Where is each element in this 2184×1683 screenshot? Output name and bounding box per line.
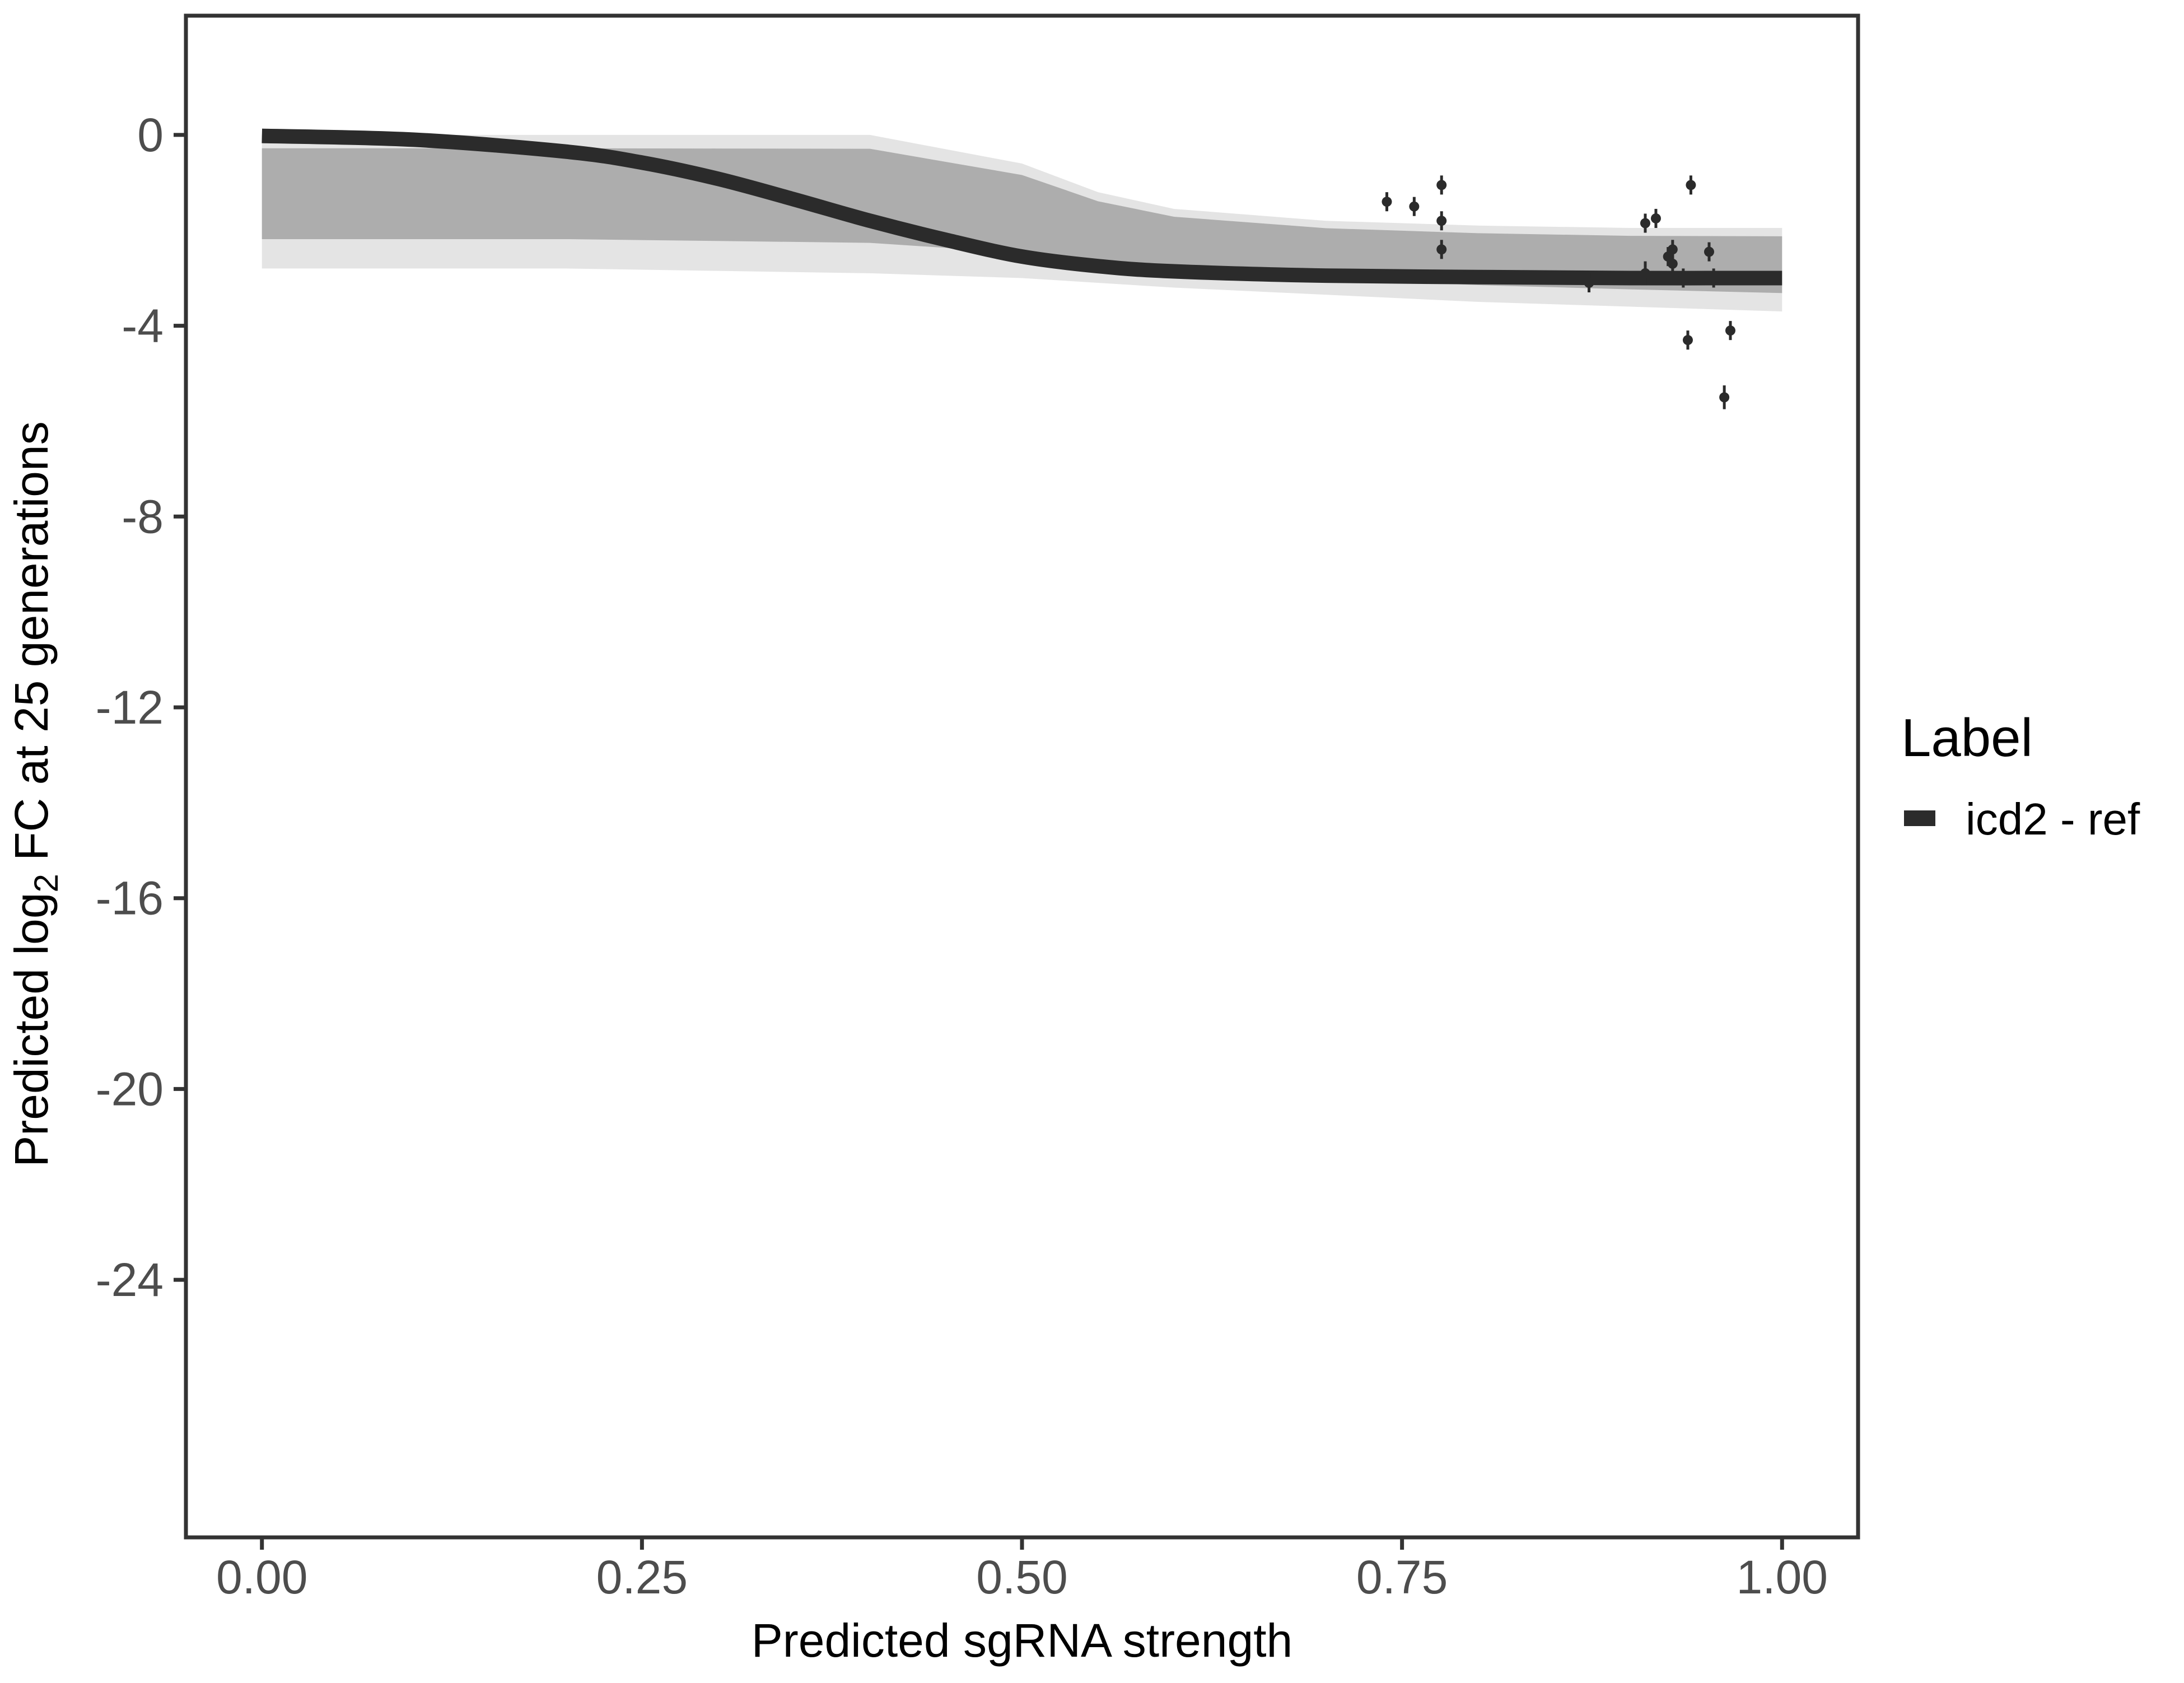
legend-label-icd2-ref: icd2 - ref xyxy=(1966,794,2140,844)
x-tick-label: 0.00 xyxy=(216,1551,308,1603)
point-marker xyxy=(1584,277,1594,288)
point-marker xyxy=(1678,273,1688,283)
point-marker xyxy=(1667,244,1678,255)
data-point xyxy=(1436,175,1447,195)
fit-line-icd2-ref xyxy=(262,128,1782,286)
data-point xyxy=(1436,240,1447,259)
point-marker xyxy=(1436,180,1447,190)
point-marker xyxy=(1667,258,1678,269)
point-marker xyxy=(1436,216,1447,226)
point-marker xyxy=(1640,218,1650,229)
point-marker xyxy=(1640,268,1650,278)
data-point xyxy=(1409,197,1420,216)
data-point xyxy=(1584,273,1594,292)
point-marker xyxy=(1682,335,1693,346)
x-axis: 0.00 0.25 0.50 0.75 1.00 xyxy=(216,1537,1828,1603)
point-marker xyxy=(1382,197,1392,207)
point-marker xyxy=(1436,244,1447,255)
data-point xyxy=(1725,321,1735,341)
data-point xyxy=(1436,211,1447,231)
data-point xyxy=(1678,268,1688,288)
data-point xyxy=(1640,261,1650,286)
y-axis-title-prefix: Predicted log xyxy=(5,892,58,1167)
data-point xyxy=(1382,192,1392,212)
y-axis-title: Predicted log2 FC at 25 generations xyxy=(5,421,65,1167)
point-marker xyxy=(1704,246,1714,257)
data-points-layer xyxy=(1382,175,1735,409)
y-axis: 0 -4 -8 -12 -16 -20 -24 xyxy=(96,109,186,1306)
point-marker xyxy=(1650,213,1661,223)
legend-key-icd2-ref xyxy=(1904,810,1935,826)
fit-line-layer xyxy=(262,128,1782,286)
x-tick-label: 0.50 xyxy=(976,1551,1068,1603)
y-tick-label: 0 xyxy=(137,109,164,161)
posterior-band-layer xyxy=(262,134,1782,312)
data-point xyxy=(1704,242,1714,262)
point-marker xyxy=(1686,180,1696,190)
x-axis-title: Predicted sgRNA strength xyxy=(752,1614,1293,1667)
data-point xyxy=(1709,268,1719,288)
data-point xyxy=(1640,213,1650,233)
y-axis-title-subscript: 2 xyxy=(27,874,65,892)
y-tick-label: -8 xyxy=(122,490,164,543)
y-tick-label: -16 xyxy=(96,872,164,925)
y-tick-label: -12 xyxy=(96,681,164,734)
data-point xyxy=(1650,208,1661,229)
data-point xyxy=(1667,254,1678,273)
point-marker xyxy=(1663,251,1673,262)
point-marker xyxy=(1709,273,1719,283)
data-point xyxy=(1686,175,1696,195)
x-tick-label: 0.25 xyxy=(596,1551,688,1603)
data-point xyxy=(1682,330,1693,350)
point-marker xyxy=(1409,201,1420,212)
posterior-band-core xyxy=(262,148,1782,293)
x-tick-label: 1.00 xyxy=(1737,1551,1828,1603)
point-marker xyxy=(1719,392,1730,403)
legend: Label icd2 - ref xyxy=(1901,708,2140,844)
y-axis-title-suffix: FC at 25 generations xyxy=(5,421,58,874)
point-marker xyxy=(1725,325,1735,336)
data-point xyxy=(1719,385,1730,409)
legend-title: Label xyxy=(1901,708,2033,768)
y-tick-label: -20 xyxy=(96,1062,164,1115)
y-tick-label: -24 xyxy=(96,1253,164,1306)
x-tick-label: 0.75 xyxy=(1356,1551,1448,1603)
y-tick-label: -4 xyxy=(122,300,164,352)
